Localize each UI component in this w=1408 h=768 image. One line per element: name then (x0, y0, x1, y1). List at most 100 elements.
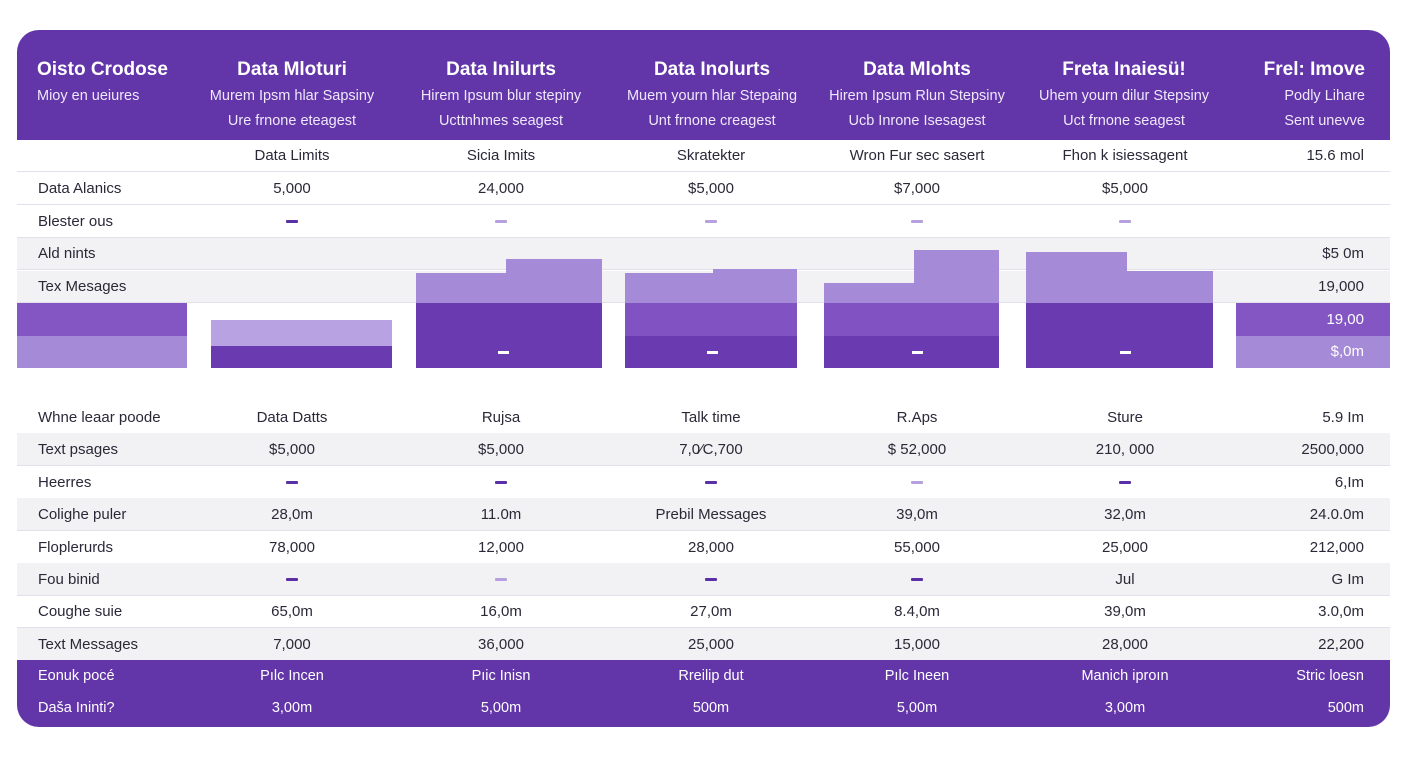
column-title: Data Mloturi (237, 59, 347, 80)
table-cell: 36,000 (478, 635, 524, 653)
table-cell: 210, 000 (1095, 440, 1155, 458)
row-label: Ald nints (38, 245, 96, 262)
dash-icon (817, 563, 1017, 595)
table-cell: 24.0.0m (1309, 505, 1364, 523)
table-cell: 19,000 (1318, 278, 1364, 295)
header-column-3: Data Inolurts Muem yourn hlar Stepaing U… (617, 30, 807, 140)
bar-segment (17, 303, 187, 336)
table-cell (611, 238, 811, 269)
table-cell: Wron Fur sec sasert (849, 147, 985, 164)
dash-icon (401, 466, 601, 498)
table-cell: $5 0m (1322, 245, 1364, 262)
dash-icon (705, 577, 717, 581)
column-title: Oisto Crodose (37, 59, 168, 80)
table-cell: 22,200 (1318, 635, 1364, 653)
bar-segment (824, 303, 999, 336)
bar-segment (17, 336, 187, 368)
table-cell: 28,0m (271, 505, 313, 523)
dash-icon (192, 466, 392, 498)
dash-icon (192, 206, 392, 237)
table-cell: 7,000 (273, 635, 311, 653)
table-cell: 39,0m (896, 505, 938, 523)
table-cell: Pılc Ineen (884, 668, 950, 684)
column-title: Data Mlohts (863, 59, 971, 80)
bar-segment (625, 303, 797, 336)
dash-icon (495, 577, 507, 581)
dash-icon (401, 563, 601, 595)
table-cell: Stric loesn (1296, 668, 1364, 684)
table-cell: 25,000 (688, 635, 734, 653)
bar-segment (824, 336, 999, 368)
table-cell: Data Limits (254, 147, 330, 164)
table-cell (1164, 206, 1364, 237)
column-subtitle: Unt frnone creagest (648, 113, 776, 129)
column-subtitle: Ucb Inrone Isesagest (848, 113, 986, 129)
table-cell: Rujsa (481, 408, 521, 426)
bar-segment (211, 346, 392, 368)
header-column-5: Freta Inaiesü! Uhem yourn dilur Stepsiny… (1029, 30, 1219, 140)
column-title: Data Inolurts (653, 59, 771, 80)
bar-segment (1026, 252, 1127, 271)
bar-segment (416, 303, 602, 368)
table-row: Floplerurds 78,000 12,000 28,000 55,000 25,00… (17, 531, 1390, 564)
table-cell: 12,000 (478, 538, 524, 556)
row-label: Eonuk pocé (38, 668, 115, 684)
table-cell: $ 52,000 (887, 440, 947, 458)
table-cell: Sicia Imits (466, 147, 536, 164)
table-cell: 5.9 Im (1322, 408, 1364, 426)
table-cell: 5,000 (273, 180, 311, 197)
column-title: Data Inilurts (446, 59, 556, 80)
table-header: Oisto Crodose Mioy en ueiures Data Mlotu… (17, 30, 1390, 140)
usage-bars: 19,00 $,0m (17, 250, 1390, 401)
row-label: Fou binid (38, 570, 100, 588)
header-column-0: Oisto Crodose Mioy en ueiures (37, 30, 197, 140)
row-label: Blester ous (38, 213, 114, 230)
plan-comparison-table: Oisto Crodose Mioy en ueiures Data Mlotu… (17, 30, 1390, 727)
column-subtitle: Mioy en ueiures (37, 88, 140, 104)
table-cell: Data Datts (256, 408, 328, 426)
table-row: Colighe puler 28,0m 11.0m Prebil Messages 39… (17, 498, 1390, 531)
table-cell: 5,00m (896, 700, 938, 716)
table-cell: 500m (692, 700, 730, 716)
table-cell: 28,000 (688, 538, 734, 556)
table-cell: 55,000 (894, 538, 940, 556)
bar-segment (1236, 336, 1390, 368)
dash-icon (1025, 206, 1225, 237)
table-footer: Eonuk pocé Pılc Incen Pıic Inisn Rreilip du… (17, 660, 1390, 727)
bar-segment (1236, 303, 1390, 336)
table-cell: $5,000 (1102, 180, 1148, 197)
row-label: Text Messages (38, 635, 139, 653)
table-cell: Fhon k isiessagent (1062, 147, 1188, 164)
row-label: Tex Mesages (38, 278, 127, 295)
column-subtitle: Hirem Ipsum Rlun Stepsiny (829, 88, 1005, 104)
dash-icon (817, 466, 1017, 498)
dash-icon (817, 206, 1017, 237)
column-subtitle: Murem Ipsm hlar Sapsiny (209, 88, 375, 104)
table-cell: 2500,000 (1301, 440, 1364, 458)
column-subtitle: Uct frnone seagest (1063, 113, 1185, 129)
dash-icon (611, 466, 811, 498)
dash-icon (911, 480, 923, 484)
dash-icon (401, 206, 601, 237)
table-cell: $7,000 (894, 180, 940, 197)
table-cell: 6,Im (1334, 473, 1364, 491)
row-label: Colighe puler (38, 505, 127, 523)
table-cell: 24,000 (478, 180, 524, 197)
table-row: Text Messages 7,000 36,000 25,000 15,000 28,0… (17, 628, 1390, 661)
dash-icon (912, 351, 923, 354)
dash-icon (498, 351, 509, 354)
table-cell: 39,0m (1104, 602, 1146, 620)
row-label (38, 140, 208, 171)
row-label: Floplerurds (38, 538, 114, 556)
table-cell: 28,000 (1102, 635, 1148, 653)
column-title: Freta Inaiesü! (1062, 59, 1186, 80)
dash-icon (1120, 351, 1131, 354)
row-label: Daša Ininti? (38, 700, 115, 716)
row-label: Whne leaar poode (38, 408, 161, 426)
table-cell: 212,000 (1309, 538, 1364, 556)
table-cell (192, 238, 392, 269)
table-row: Blester ous (17, 206, 1390, 238)
table-cell: Sture (1107, 408, 1143, 426)
dash-icon (286, 220, 298, 223)
dash-icon (707, 351, 718, 354)
